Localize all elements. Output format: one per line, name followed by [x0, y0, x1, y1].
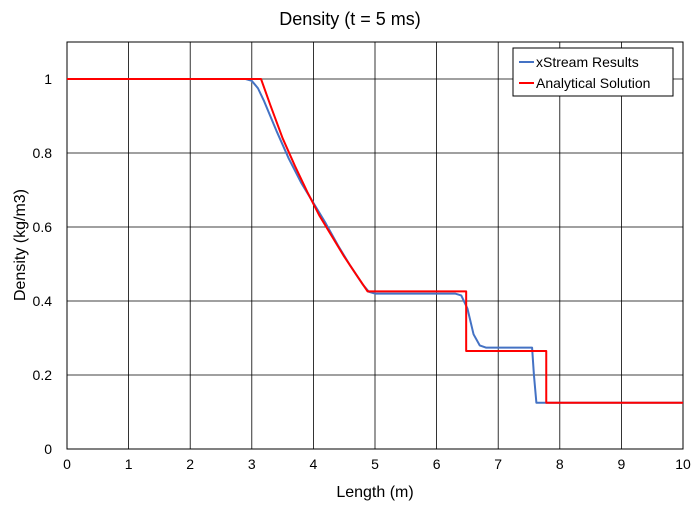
- y-tick-label: 0.4: [33, 293, 53, 309]
- x-tick-label: 3: [248, 456, 256, 472]
- y-tick-label: 0.6: [33, 219, 53, 235]
- x-tick-label: 9: [618, 456, 626, 472]
- series-line-1: [67, 78, 683, 404]
- y-tick-label: 0.8: [33, 145, 53, 161]
- x-tick-label: 5: [371, 456, 379, 472]
- x-tick-label: 0: [63, 456, 71, 472]
- x-tick-label: 2: [186, 456, 194, 472]
- chart-title: Density (t = 5 ms): [279, 9, 421, 29]
- x-axis-title: Length (m): [336, 484, 413, 501]
- y-tick-label: 0: [44, 441, 52, 457]
- legend-label-xstream: xStream Results: [536, 54, 639, 70]
- x-tick-label: 8: [556, 456, 564, 472]
- legend-label-analytical: Analytical Solution: [536, 75, 650, 91]
- y-axis-title: Density (kg/m3): [12, 189, 29, 301]
- x-tick-label: 7: [494, 456, 502, 472]
- x-tick-label: 6: [433, 456, 441, 472]
- x-tick-labels: 0 1 2 3 4 5 6 7 8 9 10: [63, 456, 691, 472]
- legend: xStream Results Analytical Solution: [512, 47, 674, 97]
- grid-lines: [66, 42, 684, 450]
- y-tick-label: 0.2: [33, 367, 53, 383]
- x-tick-label: 4: [310, 456, 318, 472]
- series-lines: [67, 78, 683, 404]
- x-tick-label: 10: [675, 456, 691, 472]
- legend-box: [512, 47, 674, 97]
- plot-area: [66, 41, 684, 450]
- y-tick-label: 1: [44, 71, 52, 87]
- y-tick-labels: 0 0.2 0.4 0.6 0.8 1: [33, 71, 53, 457]
- x-tick-label: 1: [125, 456, 133, 472]
